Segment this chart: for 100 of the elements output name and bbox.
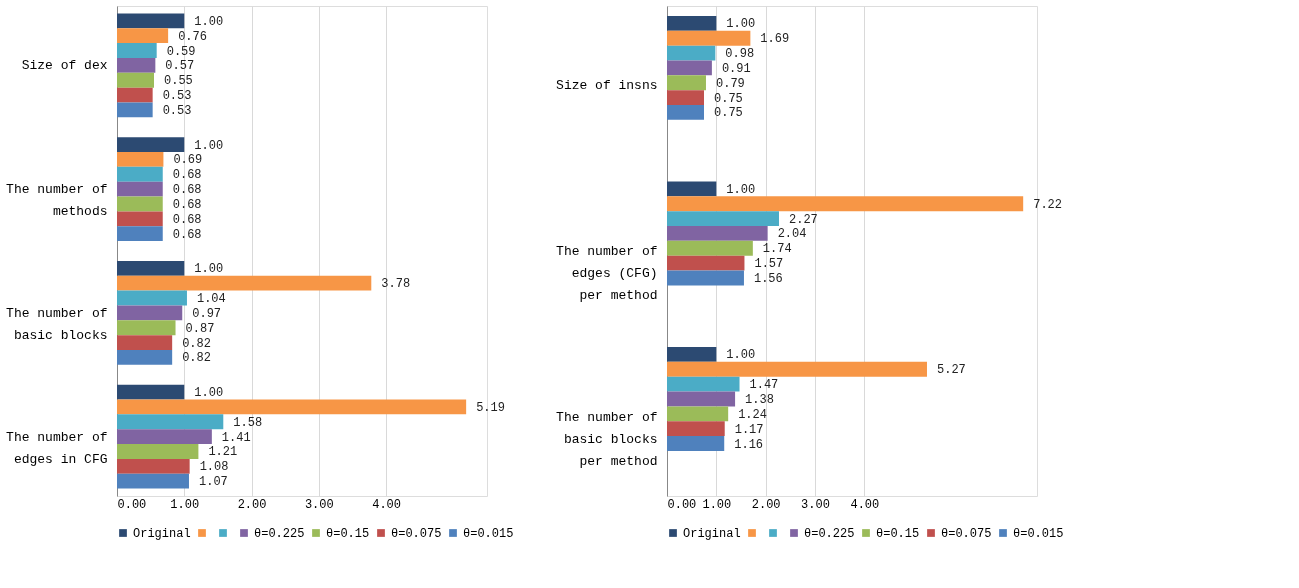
bar [117, 275, 372, 291]
data-label: 2.27 [788, 212, 818, 227]
data-label: 0.82 [182, 351, 211, 366]
bar [117, 211, 163, 227]
data-label: 0.68 [172, 168, 202, 183]
data-label: 0.98 [725, 47, 755, 62]
bar [117, 87, 153, 103]
bar [117, 43, 157, 58]
data-label: 1.08 [199, 460, 229, 475]
bar [667, 181, 717, 197]
bar [117, 57, 156, 73]
bar [667, 347, 717, 362]
data-label: 1.57 [754, 257, 784, 272]
bar [117, 196, 163, 212]
legend-label: θ=0.075 [941, 527, 992, 541]
bar [117, 102, 153, 118]
bar [667, 226, 768, 241]
bar [117, 305, 183, 321]
data-label: 0.68 [172, 227, 202, 242]
data-label: 0.55 [164, 74, 193, 89]
data-label: 1.00 [194, 138, 224, 153]
data-label: 0.53 [162, 89, 192, 104]
data-label: 0.76 [178, 29, 207, 44]
bar [667, 15, 717, 31]
data-label: 1.00 [726, 17, 756, 32]
data-label: 1.00 [726, 182, 756, 197]
data-label: 1.47 [749, 378, 779, 393]
legend-label: Original [133, 527, 191, 541]
data-label: 0.57 [165, 59, 195, 74]
data-label: 1.16 [734, 437, 764, 452]
bar [117, 335, 173, 350]
data-label: 1.56 [753, 271, 783, 286]
bar [117, 226, 163, 242]
x-tick-label: 0.00 [667, 497, 697, 512]
data-label: 1.69 [760, 32, 790, 47]
data-label: 1.00 [194, 386, 224, 401]
x-tick-label: 1.00 [702, 497, 732, 512]
data-label: 1.58 [233, 415, 263, 430]
data-label: 0.87 [185, 321, 215, 336]
bar [117, 260, 185, 276]
legend-label: Original [683, 527, 741, 541]
data-label: 0.53 [162, 103, 192, 118]
y-tick-label: Size of insns [556, 78, 658, 94]
data-label: 0.75 [714, 91, 743, 106]
data-label: 1.38 [745, 392, 774, 407]
x-tick-label: 1.00 [170, 497, 200, 512]
y-tick-label: The number of basic blocks [6, 305, 108, 343]
y-tick-label: The number of methods [6, 182, 108, 220]
y-tick-label: The number of basic blocks per method [556, 409, 658, 469]
y-tick-label: Size of dex [21, 58, 108, 74]
bar [667, 436, 725, 451]
legend-label: θ=0.075 [391, 527, 442, 541]
x-tick-label: 4.00 [850, 497, 880, 512]
data-label: 7.22 [1033, 197, 1062, 212]
bar [117, 72, 154, 88]
bar [667, 90, 704, 106]
data-label: 1.04 [196, 292, 226, 307]
x-tick-label: 2.00 [237, 497, 267, 512]
data-label: 0.68 [172, 197, 202, 212]
legend-label: θ=0.225 [254, 527, 305, 541]
data-label: 0.68 [172, 183, 202, 198]
bar [667, 255, 745, 271]
data-label: 1.07 [198, 475, 228, 490]
bar [667, 45, 716, 61]
bar [117, 166, 163, 182]
data-label: 0.75 [714, 106, 743, 121]
y-tick-label: The number of edges in CFG [6, 429, 108, 467]
x-tick-label: 2.00 [751, 497, 781, 512]
bar [117, 458, 190, 474]
bar [667, 361, 927, 377]
data-label: 0.59 [166, 44, 196, 59]
data-label: 1.00 [194, 262, 224, 277]
data-label: 5.19 [476, 400, 505, 415]
bar [117, 399, 467, 415]
bar [117, 290, 187, 306]
bar [667, 60, 712, 76]
data-label: 5.27 [936, 363, 966, 378]
bar [667, 406, 729, 422]
x-tick-label: 3.00 [801, 497, 830, 512]
data-label: 1.41 [221, 430, 251, 445]
legend-label: θ=0.015 [1013, 527, 1064, 541]
x-tick-label: 4.00 [372, 497, 401, 512]
bar [117, 444, 199, 459]
legend-label: θ=0.015 [463, 527, 514, 541]
legend-label: θ=0.15 [876, 527, 920, 541]
bar [667, 196, 1024, 212]
y-tick-label: The number of edges (CFG) per method [556, 244, 658, 303]
bar [667, 240, 753, 256]
data-label: 1.17 [734, 422, 764, 437]
legend-label: θ=0.225 [804, 527, 855, 541]
data-label: 0.79 [715, 76, 745, 91]
bar [667, 211, 779, 227]
bar [667, 30, 751, 46]
data-label: 1.21 [208, 445, 238, 460]
bar [667, 270, 744, 286]
data-label: 3.78 [381, 277, 411, 292]
data-label: 1.24 [738, 407, 767, 422]
data-label: 0.91 [721, 61, 751, 76]
bar [117, 13, 185, 29]
legend-label: θ=0.15 [326, 527, 370, 541]
